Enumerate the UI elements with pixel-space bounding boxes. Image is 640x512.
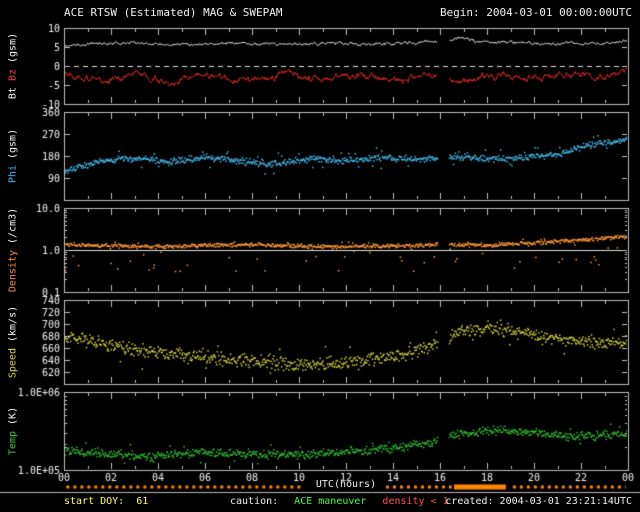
plot-canvas xyxy=(0,0,640,512)
created-timestamp: created: 2004-03-01 23:21:14UTC xyxy=(445,496,632,507)
caution-label: caution: xyxy=(230,496,278,507)
ylabel-part: (gsm) xyxy=(8,129,19,159)
ace-rtsw-figure: ACE RTSW (Estimated) MAG & SWEPAM Begin:… xyxy=(0,0,640,512)
begin-timestamp: Begin: 2004-03-01 00:00:00UTC xyxy=(440,6,632,19)
ylabel-phi: Phi (gsm) xyxy=(8,129,19,183)
density-caution-label: density < 1 xyxy=(382,496,448,507)
ylabel-part: Bz xyxy=(8,63,19,81)
x-axis-label: UTC(hours) xyxy=(306,479,386,490)
ylabel-speed: Speed (km/s) xyxy=(8,306,19,378)
ylabel-temp: Temp (K) xyxy=(8,407,19,455)
ylabel-part: (km/s) xyxy=(8,306,19,342)
ylabel-part: Temp xyxy=(8,425,19,455)
ylabel-part: (/cm3) xyxy=(8,208,19,244)
figure-title: ACE RTSW (Estimated) MAG & SWEPAM xyxy=(64,6,283,19)
ylabel-part: (gsm) xyxy=(8,33,19,63)
maneuver-caution-label: ACE maneuver xyxy=(294,496,366,507)
ylabel-part: (K) xyxy=(8,407,19,425)
ylabel-part: Density xyxy=(8,244,19,292)
ylabel-density: Density (/cm3) xyxy=(8,208,19,292)
start-doy-label: start DOY: 61 xyxy=(64,496,148,507)
ylabel-bt-bz: Bt Bz (gsm) xyxy=(8,33,19,99)
caution-row: caution: ACE maneuver density < 1 xyxy=(230,496,449,507)
ylabel-part: Speed xyxy=(8,342,19,378)
ylabel-part: Phi xyxy=(8,159,19,183)
ylabel-part: Bt xyxy=(8,81,19,99)
